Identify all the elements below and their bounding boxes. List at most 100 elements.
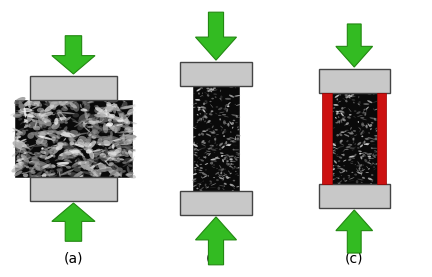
Ellipse shape bbox=[64, 155, 69, 158]
Ellipse shape bbox=[365, 143, 368, 145]
Ellipse shape bbox=[354, 174, 357, 176]
Ellipse shape bbox=[12, 129, 19, 132]
Ellipse shape bbox=[121, 112, 124, 115]
Ellipse shape bbox=[118, 113, 125, 117]
Ellipse shape bbox=[215, 172, 219, 175]
Ellipse shape bbox=[341, 112, 345, 114]
Ellipse shape bbox=[61, 136, 63, 137]
Ellipse shape bbox=[219, 112, 225, 113]
Ellipse shape bbox=[213, 152, 215, 153]
Ellipse shape bbox=[341, 113, 344, 116]
Ellipse shape bbox=[34, 175, 42, 179]
Ellipse shape bbox=[74, 150, 77, 152]
Ellipse shape bbox=[350, 155, 351, 156]
Text: (a): (a) bbox=[64, 252, 83, 266]
Ellipse shape bbox=[345, 96, 347, 98]
Ellipse shape bbox=[61, 132, 66, 134]
Ellipse shape bbox=[59, 102, 64, 106]
Ellipse shape bbox=[32, 99, 37, 102]
Ellipse shape bbox=[220, 96, 222, 99]
Ellipse shape bbox=[337, 182, 339, 184]
Ellipse shape bbox=[120, 125, 131, 129]
Ellipse shape bbox=[41, 147, 44, 150]
Ellipse shape bbox=[225, 108, 229, 109]
Ellipse shape bbox=[334, 160, 337, 164]
Ellipse shape bbox=[114, 158, 123, 163]
Ellipse shape bbox=[375, 137, 378, 140]
Ellipse shape bbox=[97, 138, 102, 145]
Ellipse shape bbox=[23, 153, 31, 159]
Ellipse shape bbox=[362, 142, 364, 144]
Ellipse shape bbox=[20, 161, 33, 162]
Ellipse shape bbox=[13, 114, 22, 118]
Ellipse shape bbox=[219, 144, 222, 145]
Ellipse shape bbox=[227, 177, 231, 178]
Ellipse shape bbox=[206, 93, 207, 94]
Ellipse shape bbox=[218, 107, 222, 110]
Ellipse shape bbox=[13, 143, 24, 148]
Ellipse shape bbox=[350, 157, 355, 159]
Ellipse shape bbox=[201, 118, 202, 122]
Ellipse shape bbox=[353, 102, 355, 103]
Ellipse shape bbox=[373, 155, 376, 158]
Ellipse shape bbox=[35, 167, 43, 170]
Ellipse shape bbox=[106, 102, 111, 108]
Ellipse shape bbox=[228, 138, 232, 140]
Ellipse shape bbox=[87, 149, 103, 153]
Ellipse shape bbox=[201, 140, 204, 143]
Ellipse shape bbox=[28, 152, 32, 153]
Ellipse shape bbox=[351, 131, 353, 134]
Ellipse shape bbox=[375, 120, 379, 121]
Ellipse shape bbox=[78, 175, 83, 179]
Ellipse shape bbox=[200, 106, 205, 108]
Ellipse shape bbox=[73, 113, 79, 117]
Ellipse shape bbox=[38, 131, 49, 135]
Ellipse shape bbox=[75, 143, 84, 148]
Ellipse shape bbox=[108, 135, 122, 141]
Ellipse shape bbox=[85, 120, 102, 124]
Ellipse shape bbox=[86, 137, 90, 144]
Ellipse shape bbox=[93, 174, 99, 177]
Ellipse shape bbox=[352, 150, 353, 151]
Ellipse shape bbox=[27, 147, 34, 154]
Ellipse shape bbox=[16, 144, 24, 148]
Ellipse shape bbox=[65, 130, 70, 136]
Ellipse shape bbox=[34, 152, 43, 157]
Ellipse shape bbox=[341, 154, 344, 155]
Ellipse shape bbox=[41, 112, 54, 117]
Ellipse shape bbox=[236, 152, 240, 154]
Ellipse shape bbox=[372, 179, 373, 181]
Ellipse shape bbox=[65, 99, 73, 104]
Ellipse shape bbox=[88, 141, 96, 149]
Ellipse shape bbox=[347, 140, 349, 141]
Ellipse shape bbox=[236, 137, 239, 140]
Ellipse shape bbox=[83, 100, 86, 106]
Ellipse shape bbox=[122, 115, 130, 123]
Ellipse shape bbox=[50, 104, 56, 110]
Ellipse shape bbox=[234, 186, 235, 187]
Ellipse shape bbox=[370, 163, 373, 166]
Ellipse shape bbox=[222, 174, 227, 177]
Ellipse shape bbox=[54, 155, 67, 161]
Ellipse shape bbox=[16, 132, 21, 136]
Ellipse shape bbox=[70, 155, 76, 159]
Ellipse shape bbox=[98, 141, 113, 145]
Ellipse shape bbox=[108, 142, 120, 149]
Ellipse shape bbox=[227, 157, 228, 159]
Ellipse shape bbox=[98, 173, 100, 175]
Ellipse shape bbox=[102, 115, 114, 123]
Ellipse shape bbox=[203, 142, 206, 144]
Ellipse shape bbox=[59, 99, 69, 105]
Ellipse shape bbox=[16, 156, 20, 161]
Ellipse shape bbox=[229, 86, 233, 88]
Ellipse shape bbox=[334, 177, 340, 179]
Ellipse shape bbox=[221, 168, 224, 172]
Ellipse shape bbox=[21, 144, 31, 150]
Ellipse shape bbox=[57, 162, 69, 167]
Ellipse shape bbox=[350, 127, 352, 130]
Ellipse shape bbox=[211, 89, 214, 91]
Ellipse shape bbox=[123, 112, 126, 119]
Ellipse shape bbox=[356, 111, 361, 114]
Ellipse shape bbox=[21, 144, 36, 150]
Ellipse shape bbox=[78, 160, 85, 170]
